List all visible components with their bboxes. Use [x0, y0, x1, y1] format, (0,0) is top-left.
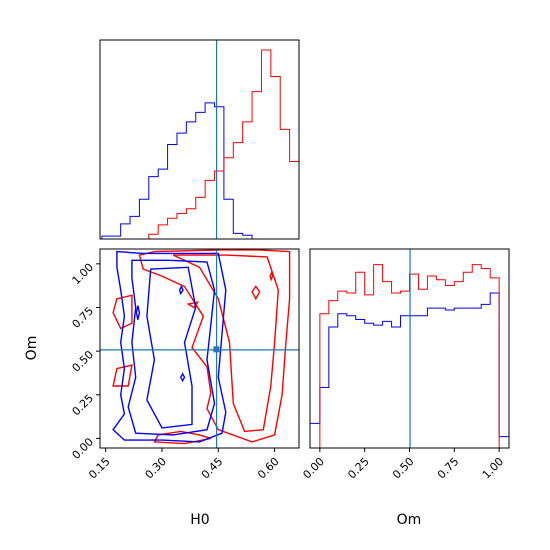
om-x-label: Om [397, 512, 422, 528]
joint-contour-4 [112, 364, 133, 387]
joint-frame [99, 248, 300, 449]
joint-contour-2 [153, 430, 212, 445]
joint-truth-marker [213, 346, 220, 353]
joint-contours [112, 249, 291, 445]
joint-y-label: Om [24, 336, 40, 361]
joint-contour-3 [112, 294, 133, 330]
joint-contour-12 [178, 284, 184, 296]
h0-histograms [101, 49, 300, 240]
joint-x-label: H0 [190, 512, 209, 528]
joint-contour-11 [135, 305, 141, 320]
h0-histogram-series-0 [101, 102, 299, 240]
joint-contour-0 [138, 249, 291, 443]
joint-contour-13 [179, 372, 186, 383]
joint-contour-6 [269, 270, 274, 282]
joint-contour-5 [251, 285, 261, 301]
joint-contour-1 [172, 254, 280, 433]
om-histogram-series-0 [309, 292, 510, 448]
joint-contour-9 [127, 259, 216, 436]
joint-contour-10 [146, 266, 197, 429]
h0-marginal-frame [99, 39, 300, 240]
h0-marginal-panel [99, 39, 300, 240]
h0-histogram-series-1 [101, 49, 300, 240]
joint-contour-8 [112, 250, 227, 443]
